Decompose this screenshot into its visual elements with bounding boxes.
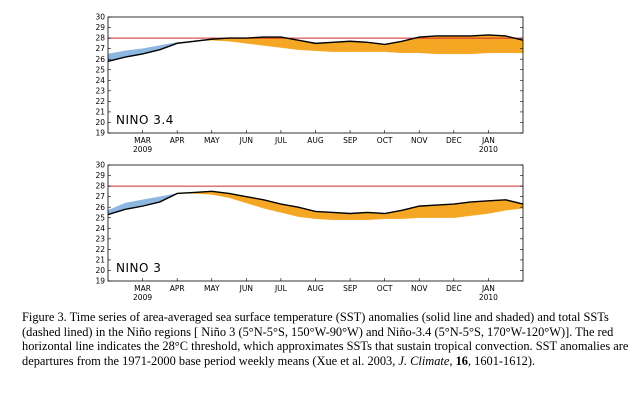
y-tick-label: 28	[95, 182, 105, 191]
y-tick-label: 28	[95, 34, 105, 43]
anomaly-fill	[263, 36, 282, 48]
x-tick-label: JAN	[481, 284, 495, 293]
x-year-label: 2010	[479, 293, 498, 302]
y-tick-label: 19	[95, 277, 105, 286]
x-tick-label: SEP	[343, 136, 357, 145]
y-tick-label: 20	[95, 118, 105, 127]
x-tick-label: JUL	[274, 136, 288, 145]
x-tick-label: APR	[170, 284, 185, 293]
anomaly-fill	[453, 35, 472, 55]
y-tick-label: 29	[95, 23, 105, 32]
caption-tail: , 1601-1612).	[467, 353, 536, 368]
x-tick-label: AUG	[307, 136, 324, 145]
x-tick-label: AUG	[307, 284, 324, 293]
anomaly-fill	[436, 203, 454, 218]
x-year-label: 2009	[133, 145, 152, 154]
x-tick-label: OCT	[377, 284, 393, 293]
y-tick-label: 21	[95, 256, 105, 265]
panel-label: NINO 3	[116, 261, 161, 275]
y-tick-label: 20	[95, 266, 105, 275]
y-tick-label: 24	[95, 224, 105, 233]
anomaly-fill	[419, 204, 437, 218]
panel-label: NINO 3.4	[116, 113, 174, 127]
sst-line	[107, 34, 524, 62]
y-tick-label: 26	[95, 55, 105, 64]
x-tick-label: MAY	[204, 284, 220, 293]
y-tick-label: 21	[95, 108, 105, 117]
y-tick-label: 23	[95, 234, 105, 243]
anomaly-fill	[107, 202, 126, 215]
x-tick-label: JAN	[481, 136, 495, 145]
x-tick-label: SEP	[343, 284, 357, 293]
y-tick-label: 27	[95, 44, 105, 53]
y-tick-label: 25	[95, 65, 105, 74]
anomaly-fill	[228, 37, 247, 44]
anomaly-fill	[419, 35, 437, 55]
plot-frame	[107, 164, 524, 282]
caption-journal: J. Climate	[398, 353, 450, 368]
y-tick-label: 25	[95, 213, 105, 222]
x-tick-label: JUN	[239, 284, 253, 293]
x-tick-label: MAR	[134, 136, 151, 145]
x-tick-label: MAY	[204, 136, 220, 145]
y-tick-label: 23	[95, 86, 105, 95]
anomaly-fill	[470, 200, 489, 216]
caption-text: Figure 3. Time series of area-averaged s…	[22, 310, 629, 368]
y-tick-label: 26	[95, 203, 105, 212]
y-tick-label: 30	[95, 161, 105, 170]
y-tick-label: 24	[95, 76, 105, 85]
anomaly-fill	[488, 199, 506, 214]
caption-volume: 16	[455, 353, 468, 368]
x-year-label: 2009	[133, 293, 152, 302]
x-tick-label: DEC	[446, 136, 462, 145]
x-tick-label: NOV	[411, 284, 428, 293]
y-tick-label: 30	[95, 13, 105, 22]
caption-sep: ,	[449, 353, 456, 368]
x-tick-label: APR	[170, 136, 185, 145]
y-tick-label: 19	[95, 129, 105, 138]
x-year-label: 2010	[479, 145, 498, 154]
figure-caption: Figure 3. Time series of area-averaged s…	[22, 310, 632, 368]
x-tick-label: JUL	[274, 284, 288, 293]
x-tick-label: MAR	[134, 284, 151, 293]
x-tick-label: DEC	[446, 284, 462, 293]
y-tick-label: 29	[95, 171, 105, 180]
y-tick-label: 22	[95, 245, 105, 254]
x-tick-label: OCT	[377, 136, 393, 145]
y-tick-label: 27	[95, 192, 105, 201]
sst-line	[107, 190, 524, 216]
x-tick-label: JUN	[239, 136, 253, 145]
y-tick-label: 22	[95, 97, 105, 106]
anomaly-fill	[436, 35, 454, 55]
x-tick-label: NOV	[411, 136, 428, 145]
